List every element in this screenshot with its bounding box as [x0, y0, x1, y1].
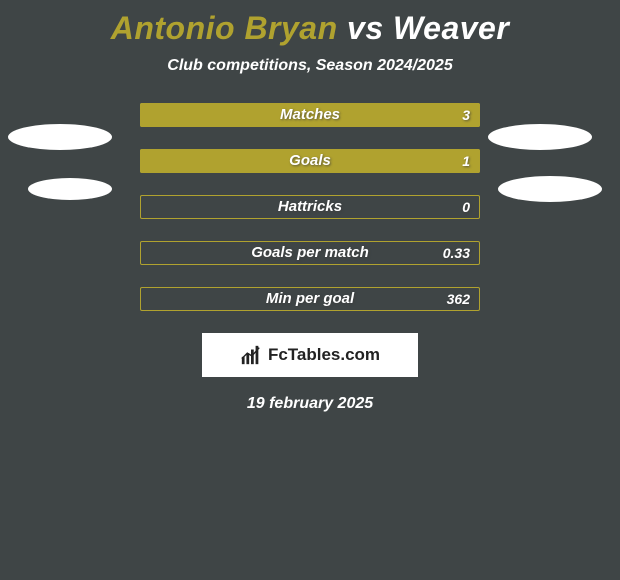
bar-value: 0 [140, 195, 470, 219]
logo-box: FcTables.com [202, 333, 418, 377]
date-text: 19 february 2025 [0, 395, 620, 413]
bar-value: 3 [140, 103, 470, 127]
title-player2: Weaver [393, 10, 509, 46]
title-vs: vs [347, 10, 384, 46]
bar-value: 362 [140, 287, 470, 311]
stat-row: Goals per match0.33 [0, 241, 620, 267]
page-title: Antonio Bryan vs Weaver [0, 0, 620, 47]
stat-row: Goals1 [0, 149, 620, 175]
bar-value: 1 [140, 149, 470, 173]
chart-bar-icon [240, 344, 262, 366]
decorative-ellipse [8, 124, 112, 150]
stat-row: Min per goal362 [0, 287, 620, 313]
logo-text: FcTables.com [268, 345, 380, 365]
title-player1: Antonio Bryan [111, 10, 338, 46]
decorative-ellipse [488, 124, 592, 150]
decorative-ellipse [28, 178, 112, 200]
subtitle: Club competitions, Season 2024/2025 [0, 57, 620, 75]
decorative-ellipse [498, 176, 602, 202]
bar-value: 0.33 [140, 241, 470, 265]
